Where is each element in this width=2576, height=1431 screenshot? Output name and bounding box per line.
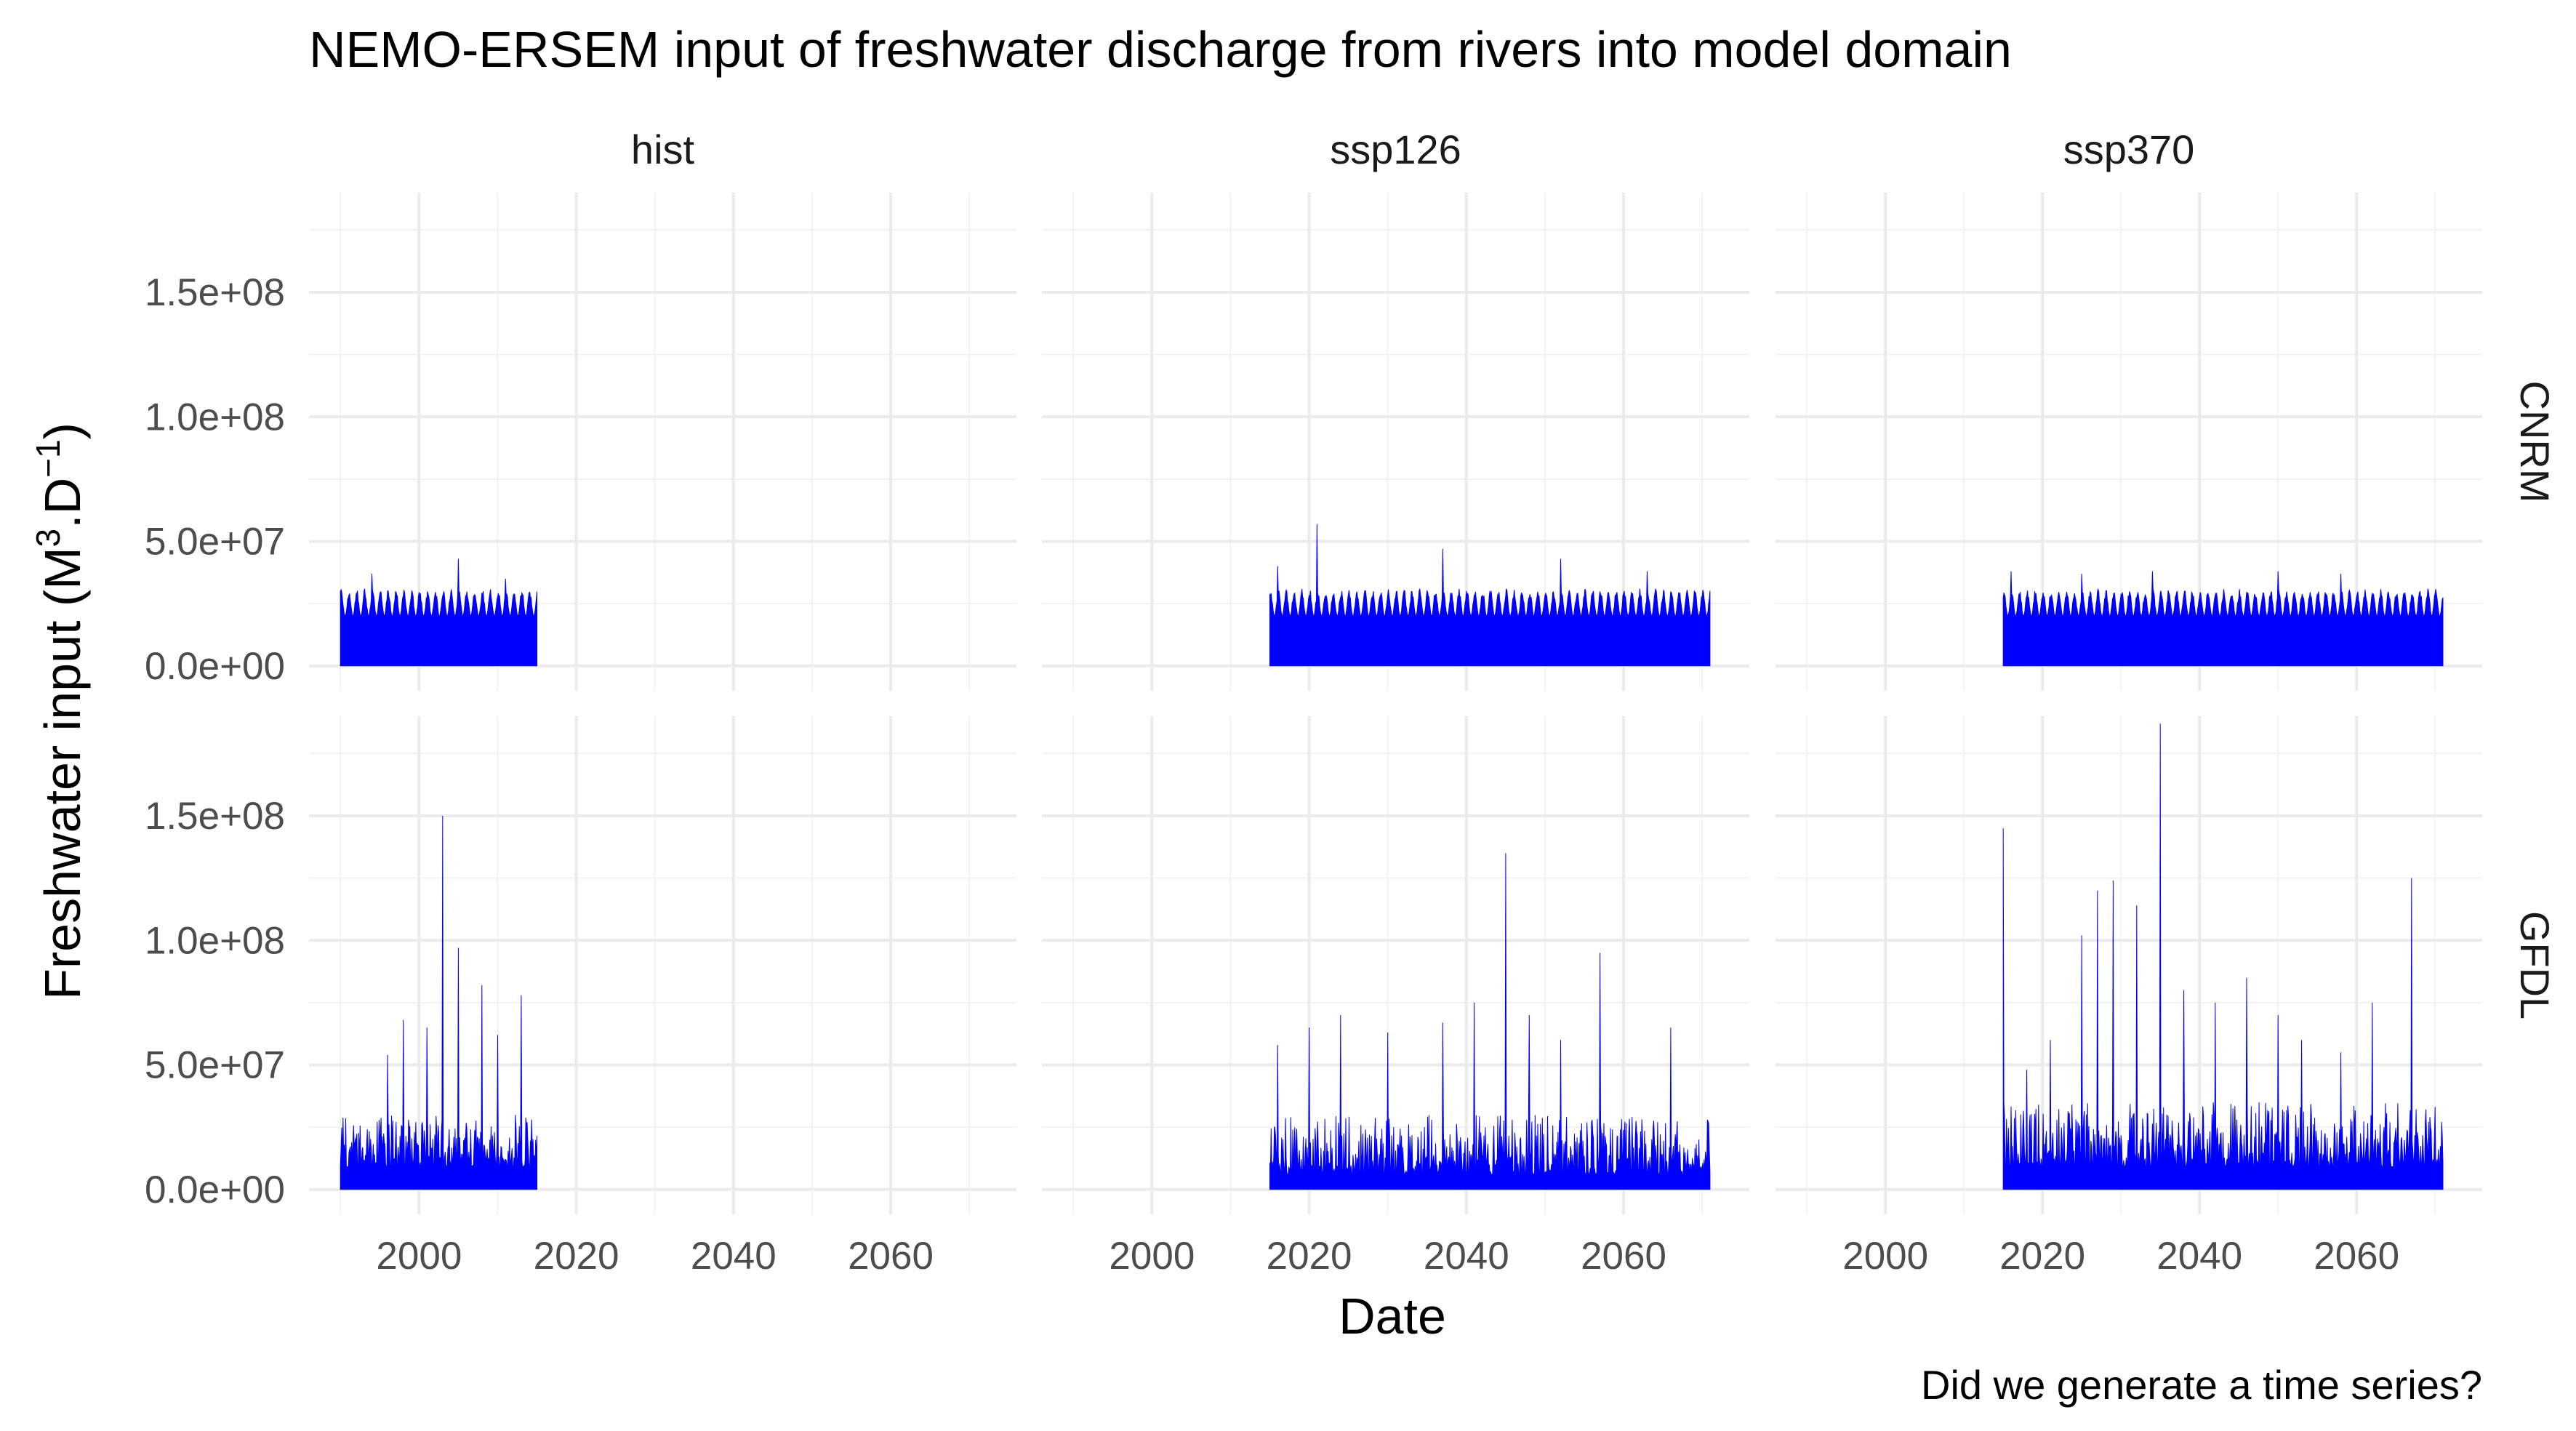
area-series-gfdl-ssp370	[2002, 723, 2444, 1190]
strip-label-hist: hist	[631, 127, 695, 172]
y-tick-label: 1.5e+08	[145, 795, 285, 838]
panel-gfdl-ssp370: 2000 2020 2040 2060	[1775, 716, 2482, 1278]
y-axis-title-sup-2: −1	[29, 439, 67, 477]
y-tick-label: 0.0e+00	[145, 1169, 285, 1211]
area-series-cnrm-ssp126	[1269, 524, 1711, 667]
y-tick-label: 1.0e+08	[145, 396, 285, 438]
x-tick-label: 2000	[1109, 1235, 1195, 1278]
panel-cnrm-hist: 0.0e+00 5.0e+07 1.0e+08 1.5e+08	[145, 193, 1016, 691]
panel-cnrm-ssp126	[1042, 193, 1749, 691]
panel-gfdl-hist: 0.0e+00 5.0e+07 1.0e+08 1.5e+08 2000 2020 2040…	[145, 716, 1016, 1278]
x-axis-title: Date	[1339, 1288, 1446, 1344]
x-tick-label: 2060	[2314, 1235, 2399, 1278]
strip-label-ssp370: ssp370	[2063, 127, 2195, 172]
y-tick-label: 5.0e+07	[145, 1044, 285, 1087]
y-axis-title-sup-1: 3	[29, 529, 67, 548]
panel-cnrm-ssp370	[1775, 193, 2482, 691]
x-tick-label: 2060	[848, 1235, 934, 1278]
y-tick-label: 1.5e+08	[145, 271, 285, 314]
x-tick-label: 2040	[1424, 1235, 1509, 1278]
panel-grid: hist ssp126 ssp370 CNRM GFDL 0.0e+00 5.0e+07 1.…	[145, 127, 2558, 1278]
y-tick-label: 5.0e+07	[145, 521, 285, 564]
x-tick-label: 2040	[2156, 1235, 2242, 1278]
y-axis-title-main: Freshwater input (M	[34, 547, 91, 999]
panel-gfdl-ssp126: 2000 2020 2040 2060	[1042, 716, 1749, 1278]
x-tick-label: 2000	[376, 1235, 462, 1278]
area-series-cnrm-hist	[340, 558, 537, 667]
area-series-gfdl-hist	[340, 815, 537, 1190]
x-tick-label: 2040	[691, 1235, 777, 1278]
x-tick-label: 2060	[1581, 1235, 1666, 1278]
x-tick-label: 2020	[534, 1235, 619, 1278]
x-tick-label: 2020	[1267, 1235, 1352, 1278]
strip-label-ssp126: ssp126	[1330, 127, 1461, 172]
y-tick-label: 0.0e+00	[145, 645, 285, 688]
area-series-gfdl-ssp126	[1269, 853, 1711, 1190]
strip-label-cnrm: CNRM	[2512, 381, 2558, 503]
x-tick-label: 2000	[1842, 1235, 1928, 1278]
y-axis-title: Freshwater input (M3.D−1)	[29, 422, 91, 1000]
strip-label-gfdl: GFDL	[2512, 911, 2558, 1019]
chart-caption: Did we generate a time series?	[1921, 1362, 2482, 1408]
x-tick-label: 2020	[1999, 1235, 2085, 1278]
area-series-cnrm-ssp370	[2002, 571, 2444, 667]
chart-title: NEMO-ERSEM input of freshwater discharge…	[309, 21, 2012, 78]
y-tick-label: 1.0e+08	[145, 919, 285, 962]
y-axis-title-end: )	[34, 422, 91, 439]
y-axis-title-mid: .D	[34, 478, 91, 529]
